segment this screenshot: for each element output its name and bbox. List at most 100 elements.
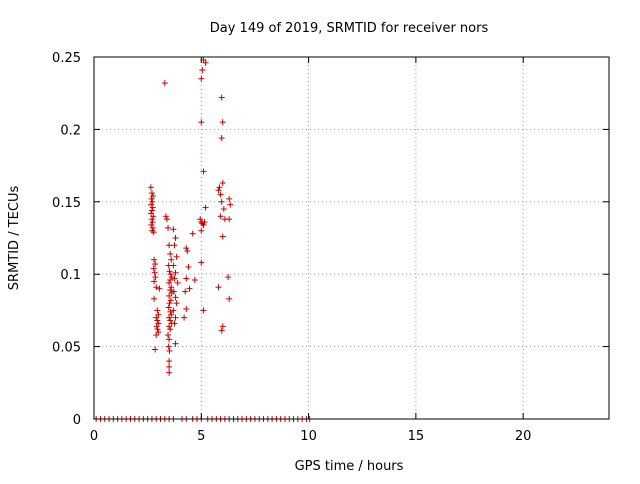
data-point [171,320,178,327]
x-axis-label: GPS time / hours [295,459,404,474]
data-point [170,288,177,295]
data-point [200,221,207,228]
data-point [218,135,225,142]
data-point [167,287,174,294]
data-point [148,190,155,197]
data-point [202,59,209,66]
data-point [147,184,154,191]
y-tick-label: 0.1 [60,268,81,283]
data-point [183,275,190,282]
data-point [161,80,168,87]
data-point [202,204,209,211]
data-point [173,300,180,307]
data-point [170,262,177,269]
data-point [166,336,173,343]
data-point [189,230,196,237]
data-point [152,346,159,353]
data-point [167,271,174,278]
data-point [198,227,205,234]
data-point [167,297,174,304]
x-tick-label: 20 [515,429,532,444]
data-point [198,259,205,266]
data-point [151,295,158,302]
data-point [200,168,207,175]
data-point [216,184,223,191]
data-point [220,206,227,213]
data-point [150,265,157,272]
x-tick-label: 15 [408,429,425,444]
data-point [153,314,160,321]
data-point [166,300,173,307]
data-point [171,275,178,282]
data-point [198,75,205,82]
data-point [219,119,226,126]
data-point [153,284,160,291]
plot-frame [93,56,610,420]
data-point [153,323,160,330]
data-point [167,250,174,257]
data-point [173,253,180,260]
data-point [148,195,155,202]
y-tick-label: 0.25 [52,51,81,66]
y-tick-label: 0.15 [52,196,81,211]
data-point [149,198,156,205]
data-point [170,226,177,233]
data-point [172,294,179,301]
data-point [172,269,179,276]
data-point [186,285,193,292]
x-tick-label: 0 [90,429,98,444]
data-point [153,332,160,339]
data-point [166,279,173,286]
data-point [183,305,190,312]
y-tick-label: 0.05 [52,341,81,356]
data-point [166,369,173,376]
data-point [218,94,225,101]
data-point [172,314,179,321]
data-point [200,307,207,314]
data-point [182,288,189,295]
data-point [219,179,226,186]
data-point [166,363,173,370]
data-point [156,285,163,292]
data-point [149,204,156,211]
data-point [225,274,232,281]
data-point [183,245,190,252]
data-point [148,207,155,214]
data-point [217,191,224,198]
data-point [166,323,173,330]
data-point [166,268,173,275]
data-point [219,233,226,240]
data-point [168,284,175,291]
data-point [154,317,161,324]
data-point [154,326,161,333]
data-point [165,343,172,350]
data-point [166,347,173,354]
data-point [166,242,173,249]
data-point [226,195,233,202]
data-point [184,248,191,255]
y-tick-label: 0.2 [60,123,81,138]
data-point [165,332,172,339]
data-point [227,201,234,208]
data-point [150,224,157,231]
data-point [218,198,225,205]
data-point [154,307,161,314]
data-point [166,314,173,321]
data-point [149,227,156,234]
data-point [149,219,156,226]
data-point [167,317,174,324]
grid-layer [94,57,609,419]
data-point [167,326,174,333]
data-point [215,284,222,291]
data-point [170,307,177,314]
data-point [201,219,208,226]
data-point [168,256,175,263]
chart-title: Day 149 of 2019, SRMTID for receiver nor… [210,21,489,36]
data-point [168,274,175,281]
data-point [171,242,178,249]
data-point [199,67,206,74]
y-tick-label: 0 [73,413,81,428]
data-point [226,295,233,302]
data-point [219,323,226,330]
